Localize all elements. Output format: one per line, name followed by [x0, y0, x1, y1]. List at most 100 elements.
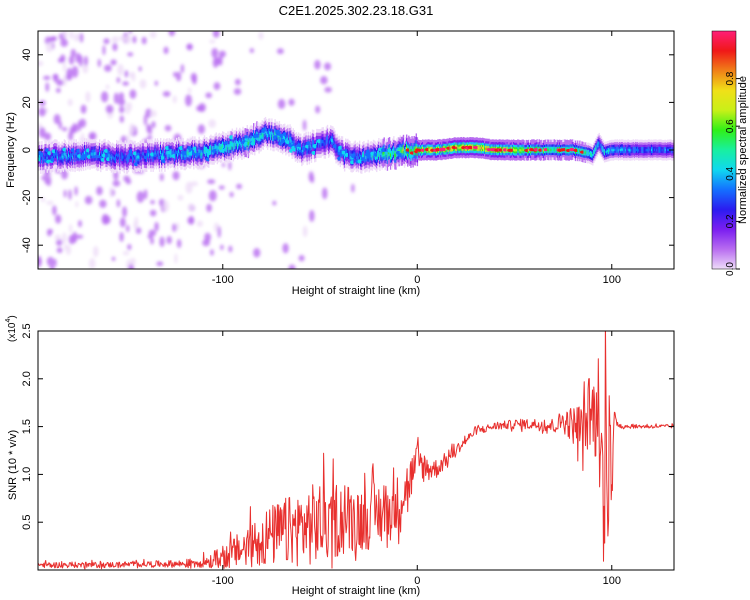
- spectrogram-cell: [179, 151, 181, 155]
- spectrogram-cell: [585, 151, 588, 154]
- snr-scale-prefix: (x10: [7, 322, 18, 342]
- spectrogram-cell: [379, 154, 381, 159]
- spectrogram-cell: [145, 108, 152, 118]
- spectrogram-cell: [324, 142, 327, 146]
- spectrogram-cell: [592, 154, 594, 157]
- spectrogram-cell: [287, 137, 289, 141]
- spectrogram-cell: [322, 139, 324, 144]
- spectrogram-cell: [610, 149, 612, 152]
- colorbar: 0.0 0.2 0.4 0.6 0.8 Normalized spectral ampl…: [711, 30, 749, 276]
- spectrogram-cell: [302, 119, 307, 131]
- spectrogram-cell: [53, 258, 57, 267]
- spectrogram-cell: [666, 148, 669, 152]
- spectrogram-cell: [104, 151, 106, 155]
- spectrogram-cell: [214, 146, 216, 150]
- spectrogram-cell: [125, 102, 131, 115]
- spectrogram-cell: [364, 156, 366, 160]
- spectrogram-cell: [154, 221, 159, 232]
- colorbar-tick-label: 0.0: [725, 262, 736, 276]
- spectrogram-cell: [395, 153, 397, 157]
- spectrogram-y-tick-label: -40: [21, 237, 33, 253]
- spectrogram-cell: [485, 147, 487, 151]
- spectrogram-cell: [122, 155, 124, 159]
- spectrogram-cell: [128, 153, 131, 157]
- spectrogram-cell: [631, 148, 634, 152]
- spectrogram-cell: [68, 131, 74, 141]
- spectrogram-cell: [233, 143, 236, 147]
- spectrogram-cell: [137, 154, 139, 159]
- spectrogram-cell: [180, 64, 185, 74]
- spectrogram-cell: [259, 135, 261, 139]
- spectrogram-cell: [220, 244, 224, 251]
- spectrogram-cell: [62, 155, 65, 159]
- spectrogram-cell: [357, 156, 360, 160]
- spectrogram-cell: [156, 151, 159, 155]
- spectrogram-cell: [547, 148, 549, 151]
- spectrogram-cell: [129, 152, 132, 157]
- spectrogram-cell: [641, 148, 643, 152]
- spectrogram-cell: [177, 153, 179, 157]
- spectrogram-cell: [600, 145, 603, 148]
- spectrogram-cell: [215, 145, 217, 149]
- spectrogram-cell: [309, 210, 315, 222]
- spectrogram-cell: [75, 201, 79, 208]
- spectrogram-cell: [73, 151, 75, 155]
- spectrogram-cell: [351, 156, 353, 160]
- spectrogram-heat-layer: [38, 31, 674, 269]
- spectrogram-cell: [401, 149, 404, 153]
- spectrogram-cell: [236, 183, 243, 190]
- spectrogram-cell: [178, 149, 180, 153]
- spectrogram-cell: [164, 155, 166, 159]
- spectrogram-cell: [665, 149, 668, 152]
- spectrogram-cell: [95, 154, 98, 158]
- spectrogram-cell: [617, 149, 620, 152]
- spectrogram-cell: [39, 100, 46, 106]
- spectrogram-cell: [645, 149, 648, 152]
- spectrogram-cell: [199, 152, 201, 156]
- spectrogram-cell: [65, 155, 68, 159]
- spectrogram-cell: [186, 151, 189, 155]
- spectrogram-cell: [79, 32, 84, 43]
- spectrogram-cell: [292, 141, 294, 145]
- spectrogram-cell: [94, 151, 97, 156]
- spectrogram-cell: [376, 156, 378, 160]
- spectrogram-cell: [205, 149, 208, 154]
- spectrogram-cell: [43, 75, 51, 81]
- spectrogram-cell: [127, 52, 134, 57]
- spectrogram-cell: [282, 136, 285, 141]
- spectrogram-cell: [65, 244, 72, 256]
- spectrogram-cell: [139, 79, 147, 89]
- spectrogram-cell: [52, 205, 57, 216]
- spectrogram-cell: [217, 146, 220, 150]
- spectrogram-cell: [67, 98, 73, 107]
- spectrogram-cell: [67, 153, 70, 157]
- spectrogram-cell: [138, 155, 140, 160]
- spectrogram-panel: -40 -20 0 20 40 -100 0 100 Height of straight …: [5, 30, 675, 297]
- spectrogram-cell: [302, 148, 304, 152]
- spectrogram-cell: [91, 152, 93, 156]
- spectrogram-cell: [363, 153, 365, 158]
- spectrogram-cell: [321, 187, 328, 200]
- spectrogram-cell: [517, 148, 519, 151]
- spectrogram-cell: [658, 148, 660, 151]
- spectrogram-cell: [272, 135, 274, 139]
- spectrogram-cell: [143, 155, 146, 159]
- spectrogram-cell: [285, 139, 287, 143]
- spectrogram-cell: [402, 147, 405, 151]
- spectrogram-cell: [522, 148, 524, 151]
- spectrogram-cell: [280, 136, 283, 141]
- spectrogram-cell: [612, 149, 614, 152]
- spectrogram-cell: [38, 255, 42, 264]
- spectrogram-cell: [308, 148, 311, 152]
- spectrogram-cell: [168, 150, 170, 155]
- spectrogram-cell: [269, 131, 271, 135]
- spectrogram-cell: [166, 151, 168, 155]
- spectrogram-y-tick-label: -20: [21, 190, 33, 206]
- snr-y-tick-label: 2.5: [21, 323, 33, 338]
- spectrogram-x-ticks: -100 0 100: [212, 31, 621, 286]
- spectrogram-cell: [159, 236, 165, 248]
- spectrogram-cell: [218, 145, 221, 149]
- spectrogram-cell: [368, 156, 370, 160]
- spectrogram-cell: [76, 154, 78, 159]
- spectrogram-cell: [290, 139, 292, 143]
